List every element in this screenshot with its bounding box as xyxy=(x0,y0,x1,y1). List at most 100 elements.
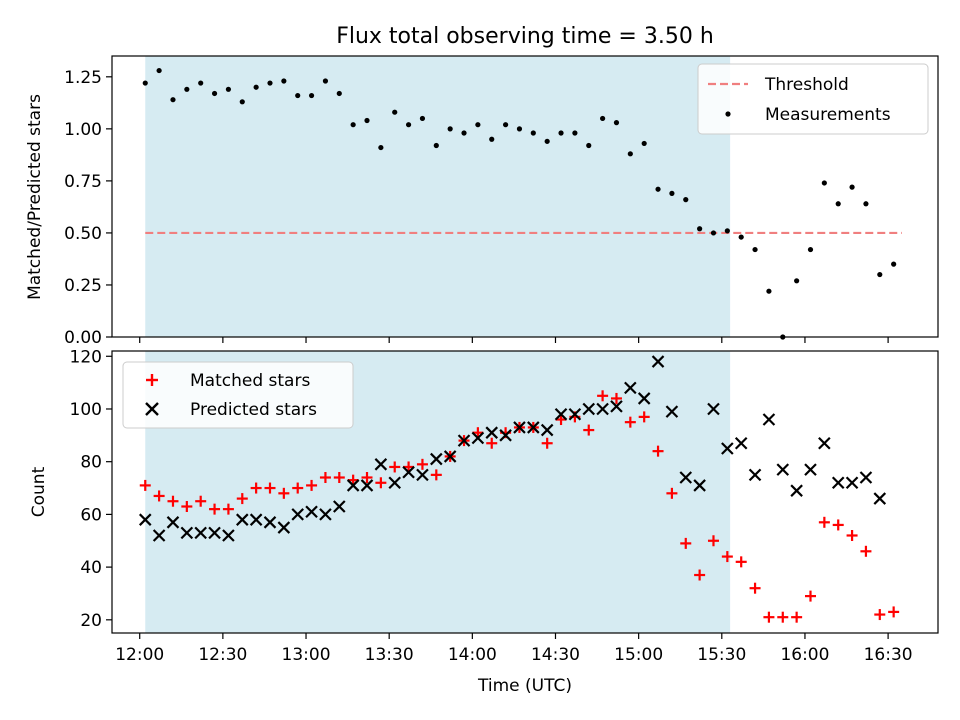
predicted-star-marker xyxy=(319,508,332,521)
matched-star-marker xyxy=(597,390,609,402)
measurement-point xyxy=(655,186,661,192)
top-panel: 0.00 0.25 0.50 0.75 1.00 1.25 Matched/Predict… xyxy=(25,55,939,348)
measurement-point xyxy=(572,130,578,136)
measurement-point xyxy=(807,246,814,253)
top-plot-frame xyxy=(111,55,939,338)
matched-star-marker xyxy=(222,503,234,515)
predicted-star-marker xyxy=(554,407,568,421)
x-tick-label: 13:30 xyxy=(365,645,414,665)
predicted-star-marker xyxy=(762,413,776,426)
measurement-point xyxy=(697,226,703,232)
matched-star-marker xyxy=(818,516,830,528)
legend-measurements-label: Measurements xyxy=(765,105,891,125)
measurement-point xyxy=(766,288,772,294)
matched-star-marker xyxy=(139,479,151,491)
x-tick-label: 14:30 xyxy=(531,645,580,665)
measurement-point xyxy=(211,90,218,97)
legend-matched-swatch xyxy=(146,374,158,386)
top-legend: Threshold Measurements xyxy=(697,63,929,135)
matched-star-marker xyxy=(250,482,262,494)
matched-star-marker xyxy=(403,461,415,473)
measurement-point xyxy=(225,86,232,92)
top-y-axis: 0.00 0.25 0.50 0.75 1.00 1.25 xyxy=(64,68,112,348)
measurement-point xyxy=(295,92,301,99)
bottom-legend-box xyxy=(122,361,354,429)
legend-matched-label: Matched stars xyxy=(190,371,310,391)
measurement-point xyxy=(849,184,855,190)
measurement-point xyxy=(447,126,453,132)
matched-star-marker xyxy=(181,500,193,512)
y-tick-label: 0.50 xyxy=(64,224,102,244)
measurement-point xyxy=(710,230,717,236)
predicted-star-marker xyxy=(277,521,291,534)
measurement-point xyxy=(627,151,633,157)
matched-star-marker xyxy=(430,469,442,481)
measurement-point xyxy=(364,117,370,124)
matched-star-marker xyxy=(610,392,622,404)
matched-star-marker xyxy=(652,445,664,457)
y-tick-label: 0.75 xyxy=(64,172,102,192)
x-tick-label: 15:30 xyxy=(697,645,746,665)
measurement-point xyxy=(142,80,148,86)
y-tick-label: 40 xyxy=(80,558,102,578)
matched-star-marker xyxy=(375,477,387,489)
legend-threshold-label: Threshold xyxy=(764,75,849,95)
matched-star-marker xyxy=(236,493,248,505)
bottom-y-axis-label: Count xyxy=(29,466,49,517)
predicted-star-marker xyxy=(637,392,651,405)
matched-star-marker xyxy=(416,458,428,470)
predicted-star-marker xyxy=(402,465,415,479)
matched-star-marker xyxy=(763,611,775,623)
matched-star-marker xyxy=(583,424,595,436)
x-tick-label: 16:30 xyxy=(864,645,913,665)
y-tick-label: 0.25 xyxy=(64,276,102,296)
predicted-star-marker xyxy=(291,508,304,521)
predicted-star-marker xyxy=(194,526,207,540)
matched-star-marker xyxy=(735,556,747,568)
measurement-point xyxy=(558,130,564,136)
y-tick-label: 60 xyxy=(80,505,102,525)
matched-star-marker xyxy=(153,490,165,502)
bottom-count-points xyxy=(138,355,900,623)
measurement-point xyxy=(891,261,897,267)
matched-star-marker xyxy=(472,427,484,439)
predicted-star-marker xyxy=(818,436,831,450)
predicted-star-marker xyxy=(138,513,152,526)
measurement-point xyxy=(586,142,592,149)
matched-star-marker xyxy=(721,551,733,563)
legend-measurements-swatch xyxy=(725,111,731,117)
measurement-point xyxy=(156,67,162,74)
predicted-star-marker xyxy=(693,479,706,492)
top-shaded-region xyxy=(145,56,731,337)
measurement-point xyxy=(683,197,689,203)
measurement-point xyxy=(281,78,287,84)
measurement-point xyxy=(835,201,841,207)
matched-star-marker xyxy=(292,482,304,494)
predicted-star-marker xyxy=(734,436,748,450)
measurement-point xyxy=(863,201,869,207)
measurement-point xyxy=(198,80,204,86)
matched-star-marker xyxy=(680,537,692,549)
predicted-star-marker xyxy=(235,513,249,526)
bottom-y-axis: 20 40 60 80 100 120 xyxy=(70,347,112,631)
matched-star-marker xyxy=(707,535,719,547)
measurement-point xyxy=(794,278,800,284)
predicted-star-marker xyxy=(721,442,734,455)
matched-star-marker xyxy=(333,472,345,484)
measurement-point xyxy=(641,140,647,147)
measurement-point xyxy=(336,90,342,97)
matched-star-marker xyxy=(389,461,401,473)
y-tick-label: 1.25 xyxy=(64,68,102,88)
matched-star-marker xyxy=(777,611,789,623)
predicted-star-marker xyxy=(873,492,887,505)
bottom-x-axis: 12:00 12:30 13:00 13:30 14:00 14:30 15:00 15:30… xyxy=(115,633,913,665)
y-tick-label: 120 xyxy=(70,347,102,367)
x-tick-label: 14:00 xyxy=(448,645,497,665)
predicted-star-marker xyxy=(249,513,263,526)
predicted-star-marker xyxy=(790,484,803,497)
matched-star-marker xyxy=(832,519,844,531)
measurement-point xyxy=(253,84,259,90)
measurement-point xyxy=(239,99,245,105)
bottom-panel: 20 40 60 80 100 120 12:00 12:30 13:00 13:30 14:00… xyxy=(29,347,939,696)
